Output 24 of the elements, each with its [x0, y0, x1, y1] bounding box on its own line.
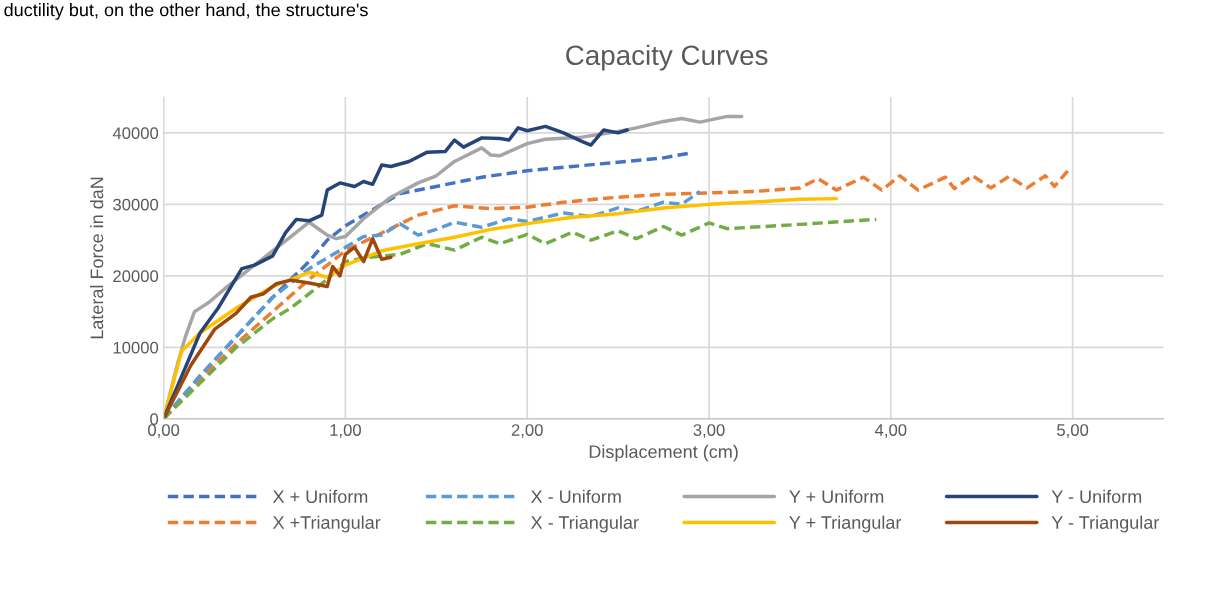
x-tick-label: 3,00 — [693, 424, 725, 438]
y-axis-title: Lateral Force in daN — [90, 177, 104, 339]
legend-label: X +Triangular — [272, 515, 381, 533]
y-tick-label: 10000 — [113, 341, 159, 354]
legend-label: Y - Uniform — [1051, 489, 1142, 504]
x-tick-label: 5,00 — [1057, 424, 1089, 438]
x-tick-label: 1,00 — [330, 424, 361, 438]
x-tick-label: 4,00 — [874, 424, 907, 438]
y-tick-label: 30000 — [113, 198, 159, 211]
legend-label: Y - Triangular — [1051, 515, 1160, 533]
y-tick-label: 0 — [150, 413, 159, 426]
chart-title: Capacity Curves — [566, 44, 768, 71]
legend-label: Y + Triangular — [789, 515, 902, 533]
legend-label: Y + Uniform — [789, 489, 884, 504]
legend-label: X - Triangular — [531, 515, 639, 533]
legend-label: X - Uniform — [531, 489, 621, 504]
x-tick-label: 2,00 — [511, 424, 543, 438]
y-tick-label: 20000 — [113, 270, 159, 283]
legend-label: X + Uniform — [272, 489, 368, 504]
text: ductility but, on the other hand, the structure's — [4, 3, 368, 20]
y-tick-label: 40000 — [112, 127, 159, 140]
x-axis-title: Displacement (cm) — [589, 444, 738, 462]
x-tick-label: 0,00 — [148, 424, 180, 438]
line-series — [163, 236, 393, 419]
